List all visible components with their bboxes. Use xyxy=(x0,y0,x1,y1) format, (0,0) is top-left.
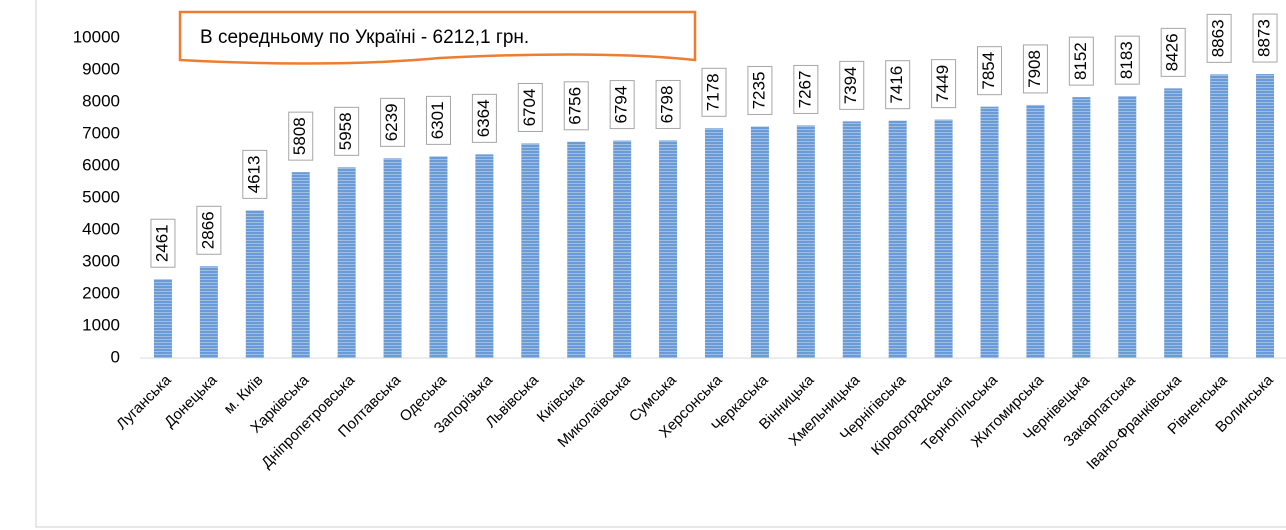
y-tick-label: 6000 xyxy=(82,155,120,174)
bar-texture xyxy=(613,140,632,358)
value-label-box xyxy=(1160,27,1186,77)
bar-texture xyxy=(659,140,678,358)
value-label: 7908 xyxy=(1025,50,1044,88)
bar-texture xyxy=(1118,96,1137,359)
value-label: 2461 xyxy=(152,224,171,262)
bar-texture xyxy=(842,121,861,358)
value-label: 7267 xyxy=(795,71,814,109)
value-label: 6239 xyxy=(382,103,401,141)
value-label-box xyxy=(931,59,957,109)
value-label-box xyxy=(885,60,911,110)
bar-texture xyxy=(934,119,953,358)
annotation: В середньому по Україні - 6212,1 грн. xyxy=(200,27,529,48)
y-tick-label: 4000 xyxy=(82,219,120,238)
bar-texture xyxy=(705,128,723,358)
bar-texture xyxy=(796,125,815,359)
value-label-box xyxy=(471,93,497,143)
value-label-box xyxy=(196,205,222,255)
bar-texture xyxy=(1164,88,1183,359)
bar-texture xyxy=(153,279,172,358)
frame xyxy=(35,0,1286,528)
value-label: 8152 xyxy=(1071,42,1090,80)
value-label-box xyxy=(1068,36,1094,86)
bar-texture xyxy=(1026,104,1045,358)
value-label-box xyxy=(793,64,819,114)
bar-texture xyxy=(888,120,907,358)
value-label: 7178 xyxy=(703,73,722,111)
value-label: 6794 xyxy=(612,86,631,124)
value-label-box xyxy=(380,97,406,147)
value-label-box xyxy=(425,95,451,145)
y-tick-label: 8000 xyxy=(82,91,120,110)
value-label: 7449 xyxy=(933,65,952,103)
bar-texture xyxy=(1256,74,1275,359)
value-label-box xyxy=(1022,44,1048,94)
bar-texture xyxy=(245,210,264,358)
value-label: 8426 xyxy=(1163,33,1182,71)
value-label: 5958 xyxy=(336,112,355,150)
value-label: 7235 xyxy=(749,72,768,110)
value-label-box xyxy=(1252,13,1278,63)
value-label-box xyxy=(747,65,773,115)
bar-texture xyxy=(750,126,769,358)
value-label-box xyxy=(701,67,727,117)
y-tick-label: 2000 xyxy=(82,283,120,302)
value-label-box xyxy=(563,81,589,131)
value-label: 7394 xyxy=(841,66,860,104)
value-label: 2866 xyxy=(198,211,217,249)
value-label-box xyxy=(839,60,865,110)
value-label-box xyxy=(334,106,360,156)
bar-texture xyxy=(1072,97,1091,359)
value-label-box xyxy=(150,218,176,268)
bar-texture xyxy=(429,156,448,358)
y-tick-label: 9000 xyxy=(82,59,120,78)
value-label-box xyxy=(977,46,1003,96)
bar-texture xyxy=(337,167,356,358)
y-tick-label: 5000 xyxy=(82,187,120,206)
x-tick-label: м. Київ xyxy=(221,372,267,418)
value-label-box xyxy=(1114,35,1140,85)
value-label: 6364 xyxy=(474,99,493,137)
bar-texture xyxy=(199,266,218,358)
value-label: 5808 xyxy=(290,117,309,155)
value-label: 8183 xyxy=(1117,41,1136,79)
bar-texture xyxy=(567,141,586,358)
value-label: 6756 xyxy=(566,87,585,125)
value-label: 6798 xyxy=(658,86,677,124)
value-label-box xyxy=(517,82,543,132)
value-label: 8873 xyxy=(1255,19,1274,57)
value-label: 7854 xyxy=(979,52,998,90)
value-label-box xyxy=(655,79,681,129)
y-tick-label: 10000 xyxy=(73,27,120,46)
annotation-box xyxy=(178,10,697,65)
value-label: 8863 xyxy=(1209,19,1228,57)
value-label: 6704 xyxy=(520,89,539,127)
bar-texture xyxy=(521,143,540,358)
bar-texture xyxy=(475,154,494,358)
bar-texture xyxy=(291,172,310,358)
value-label-box xyxy=(288,111,314,161)
bar-texture xyxy=(980,106,999,358)
y-tick-label: 1000 xyxy=(82,315,120,334)
value-label-box xyxy=(1206,13,1232,63)
x-tick-label: Кіровоградська xyxy=(868,371,956,459)
y-tick-label: 3000 xyxy=(82,251,120,270)
value-label-box xyxy=(609,80,635,130)
y-tick-label: 0 xyxy=(111,347,120,366)
y-tick-label: 7000 xyxy=(82,123,120,142)
bar-texture xyxy=(383,158,402,358)
value-label: 7416 xyxy=(887,66,906,104)
value-label: 4613 xyxy=(244,155,263,193)
value-label-box xyxy=(242,149,268,199)
value-label: 6301 xyxy=(428,101,447,139)
bar-texture xyxy=(1210,74,1229,358)
